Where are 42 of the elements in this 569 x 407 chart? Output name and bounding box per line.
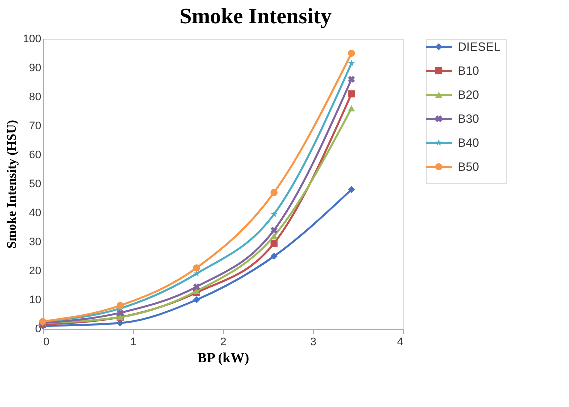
- x-tick-label: 2: [220, 336, 227, 348]
- legend-label: B50: [458, 160, 480, 174]
- x-tick-label: 4: [397, 336, 404, 348]
- y-tick-label: 50: [29, 178, 42, 190]
- y-tick-label: 100: [23, 34, 42, 46]
- point: [348, 186, 356, 194]
- y-tick-label: 20: [29, 266, 42, 278]
- point: [348, 90, 356, 98]
- x-tick-label: 1: [130, 336, 137, 348]
- point: [348, 76, 356, 84]
- legend-label: B30: [458, 112, 480, 126]
- point: [116, 302, 124, 310]
- legend-label: DIESEL: [458, 40, 502, 54]
- y-tick-label: 70: [29, 120, 42, 132]
- point: [270, 210, 278, 218]
- point: [348, 60, 356, 67]
- x-tick-label: 3: [310, 336, 317, 348]
- y-tick-label: 10: [29, 294, 42, 306]
- point: [348, 50, 356, 58]
- y-tick-label: 80: [29, 92, 42, 104]
- y-tick-label: 30: [29, 236, 42, 248]
- point: [116, 310, 124, 317]
- point: [270, 252, 278, 260]
- point: [193, 264, 200, 272]
- chart-title: Smoke Intensity: [180, 4, 332, 28]
- y-tick-label: 40: [29, 208, 42, 220]
- point: [193, 283, 200, 290]
- y-tick-label: 60: [29, 150, 42, 162]
- legend-label: B20: [458, 88, 480, 102]
- point: [193, 296, 200, 304]
- legend-label: B40: [458, 136, 480, 150]
- point: [348, 106, 356, 112]
- y-axis-title: Smoke Intensity (HSU): [4, 120, 20, 249]
- point: [270, 240, 278, 247]
- point: [270, 226, 278, 234]
- x-axis-title: BP (kW): [198, 352, 250, 366]
- x-tick-label: 0: [44, 336, 50, 348]
- point: [270, 233, 278, 240]
- point: [270, 189, 278, 196]
- point: [116, 320, 124, 327]
- y-tick-label: 90: [29, 62, 42, 74]
- legend-label: B10: [458, 64, 480, 78]
